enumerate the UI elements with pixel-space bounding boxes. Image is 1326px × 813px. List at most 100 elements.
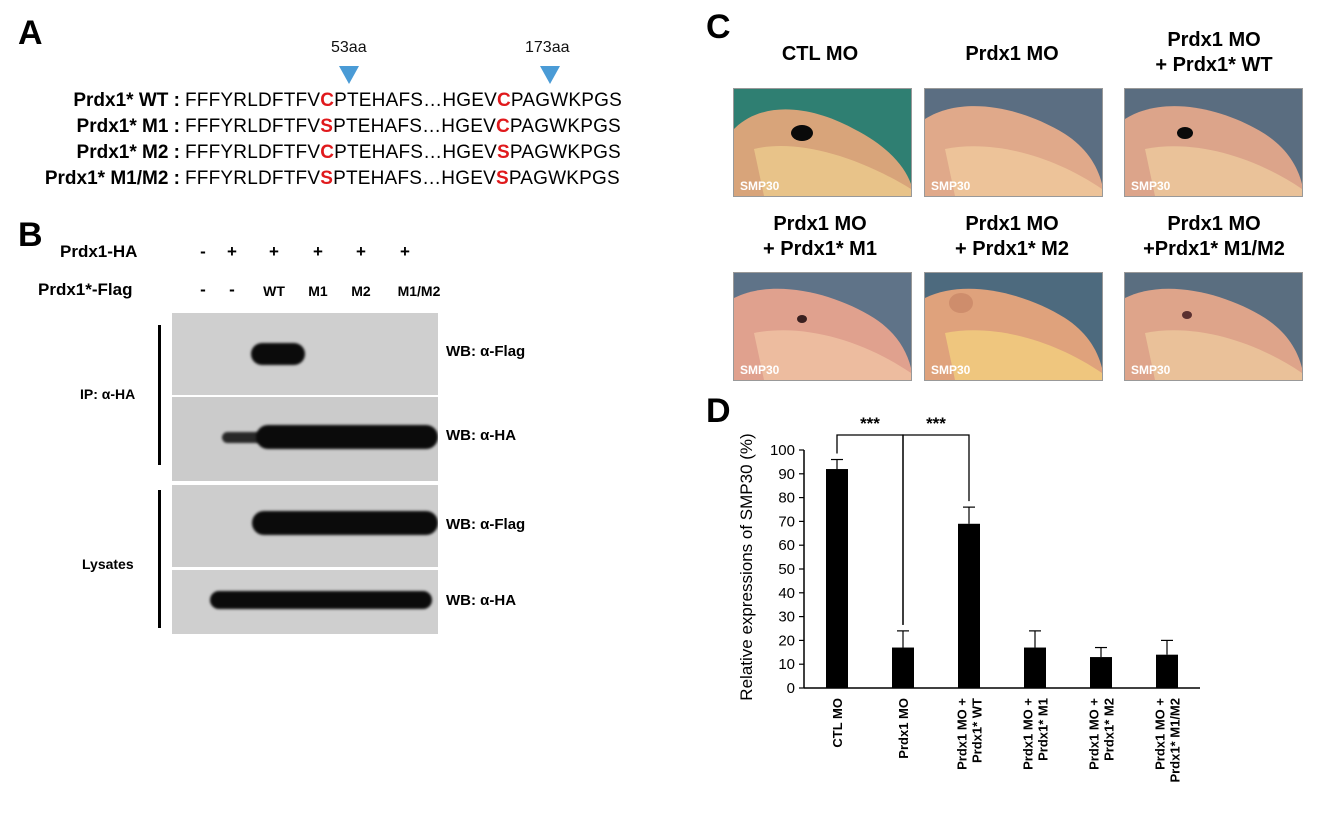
lane-3-flag: WT: [263, 283, 285, 299]
x-tick-label-line: Prdx1* M1/M2: [1168, 698, 1183, 783]
y-tick-label: 30: [778, 609, 795, 626]
sequence-name: Prdx1* M2 :: [76, 142, 180, 163]
y-tick-label: 40: [778, 585, 795, 602]
stain-label: SMP30: [931, 179, 971, 193]
sequence-row-wt: Prdx1* WT : FFFYRLDFTFVCPTEHAFS…HGEVCPAG…: [20, 90, 700, 116]
blot-label-lysate-ha: WB: α-HA: [446, 592, 517, 609]
marker-triangle-53aa: [339, 66, 359, 84]
x-axis-labels: CTL MO Prdx1 MO Prdx1 MO + Prdx1* WT Prdx1 M…: [830, 698, 1183, 783]
x-tick-label-line: Prdx1* M1: [1036, 698, 1051, 761]
mutation-site-173: C: [497, 90, 511, 111]
lane-6-flag: M1/M2: [397, 283, 441, 299]
x-tick-label: Prdx1 MO + Prdx1* M1: [1021, 698, 1051, 770]
mutation-site-173: S: [495, 168, 509, 189]
embryo-title-ctl: CTL MO: [781, 43, 859, 65]
panel-label-b: B: [18, 216, 43, 254]
mutation-site-173: S: [497, 142, 510, 163]
mutation-site-53: C: [320, 90, 335, 111]
sequence-row-m1m2: Prdx1* M1/M2 : FFFYRLDFTFVSPTEHAFS…HGEVS…: [20, 168, 700, 194]
blot-label-ip-ha: WB: α-HA: [446, 427, 517, 444]
x-tick-label: Prdx1 MO: [896, 698, 911, 759]
y-tick-label: 0: [787, 680, 795, 697]
x-tick-label-line: Prdx1 MO +: [1087, 698, 1102, 770]
stain-label: SMP30: [1131, 179, 1171, 193]
y-tick-label: 100: [770, 442, 795, 459]
marker-triangle-173aa: [540, 66, 560, 84]
marker-label-173aa: 173aa: [525, 39, 570, 56]
x-tick-label-line: Prdx1* M2: [1102, 698, 1117, 761]
panel-label-a: A: [18, 14, 43, 52]
significance-bracket: [902, 434, 970, 625]
sequence-text: FFFYRLDFTFVCPTEHAFS…HGEVCPAGWKPGS: [185, 90, 622, 111]
ip-label: IP: α-HA: [80, 386, 136, 402]
y-tick-label: 50: [778, 561, 795, 578]
x-tick-label-line: Prdx1* WT: [970, 698, 985, 763]
band: [251, 343, 305, 365]
y-tick-label: 60: [778, 537, 795, 554]
embryo-title-m1m2: Prdx1 MO +Prdx1* M1/M2: [1143, 213, 1285, 260]
sequence-text: FFFYRLDFTFVSPTEHAFS…HGEVSPAGWKPGS: [185, 168, 620, 189]
stain-label: SMP30: [740, 179, 780, 193]
prdx1-flag-label: Prdx1*-Flag: [38, 280, 133, 299]
y-tick-label: 70: [778, 513, 795, 530]
sequence-name: Prdx1* WT :: [73, 90, 180, 111]
sequence-name: Prdx1* M1/M2 :: [44, 168, 180, 189]
mutation-site-53: C: [320, 142, 335, 163]
lane-1-flag: -: [200, 280, 206, 299]
x-tick-label-line: Prdx1 MO +: [1153, 698, 1168, 770]
y-tick-label: 90: [778, 466, 795, 483]
band: [222, 432, 262, 443]
lane-4-flag: M1: [308, 283, 328, 299]
lane-1-ha: -: [200, 242, 206, 261]
bar: [1156, 654, 1178, 688]
embryo-title-m2: Prdx1 MO + Prdx1* M2: [955, 213, 1069, 260]
stain-label: SMP30: [1131, 363, 1171, 377]
embryo-image-m2: SMP30: [924, 272, 1103, 381]
lane-2-ha: +: [227, 242, 237, 261]
x-tick-label: Prdx1 MO + Prdx1* M2: [1087, 698, 1117, 770]
lane-5-ha: +: [356, 242, 366, 261]
sequence-name: Prdx1* M1 :: [76, 116, 180, 137]
bar: [1024, 647, 1046, 688]
prdx1-ha-label: Prdx1-HA: [60, 242, 138, 261]
band: [252, 511, 438, 535]
x-tick-label: Prdx1 MO + Prdx1* M1/M2: [1153, 698, 1183, 783]
embryo-image-wt: SMP30: [1124, 88, 1303, 197]
significance-label: ***: [860, 414, 880, 433]
mutation-site-53: S: [320, 116, 334, 137]
lane-5-flag: M2: [351, 283, 371, 299]
y-tick-label: 10: [778, 656, 795, 673]
x-tick-label: CTL MO: [830, 698, 845, 748]
embryo-title-prdx1-mo: Prdx1 MO: [965, 43, 1059, 65]
band: [256, 425, 438, 449]
lysates-bracket: [158, 490, 161, 628]
sequence-row-m1: Prdx1* M1 : FFFYRLDFTFVSPTEHAFS…HGEVCPAG…: [20, 116, 700, 142]
blot-lysate-flag: [172, 485, 438, 567]
sequence-row-m2: Prdx1* M2 : FFFYRLDFTFVCPTEHAFS…HGEVSPAG…: [20, 142, 700, 168]
lysates-label: Lysates: [82, 556, 134, 572]
band: [210, 591, 432, 609]
sequence-text: FFFYRLDFTFVCPTEHAFS…HGEVSPAGWKPGS: [185, 142, 621, 163]
mutation-site-53: S: [320, 168, 334, 189]
x-tick-label-line: CTL MO: [830, 698, 845, 748]
blot-label-lysate-flag: WB: α-Flag: [446, 516, 526, 533]
blot-lysate-ha: [172, 570, 438, 634]
x-tick-label-line: Prdx1 MO +: [955, 698, 970, 770]
embryo-image-m1m2: SMP30: [1124, 272, 1303, 381]
bar: [1090, 657, 1112, 688]
stain-label: SMP30: [931, 363, 971, 377]
lane-4-ha: +: [313, 242, 323, 261]
embryo-image-m1: SMP30: [733, 272, 912, 381]
marker-label-53aa: 53aa: [331, 39, 367, 56]
ip-bracket: [158, 325, 161, 465]
bars: [826, 458, 1178, 688]
blot-ip-ha: [172, 397, 438, 481]
bar: [826, 469, 848, 688]
y-axis-label: Relative expressions of SMP30 (%): [737, 433, 756, 700]
embryo-title-m1: Prdx1 MO + Prdx1* M1: [763, 213, 877, 260]
blot-label-ip-flag: WB: α-Flag: [446, 343, 526, 360]
bar: [958, 523, 980, 688]
mutation-site-173: C: [495, 116, 510, 137]
panel-label-d: D: [706, 392, 731, 430]
y-axis-ticks: 0 10 20 30 40 50 60 70 80 90 100: [770, 442, 804, 697]
